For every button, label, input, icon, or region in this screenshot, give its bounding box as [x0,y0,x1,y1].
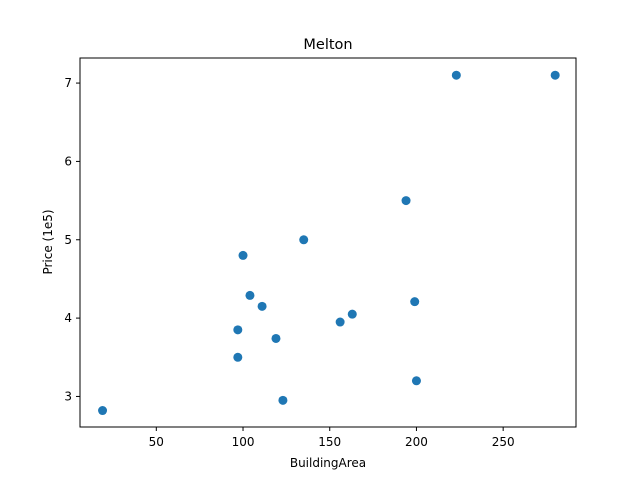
x-tick-label: 200 [405,435,428,449]
y-axis-label: Price (1e5) [41,209,55,274]
data-point [335,317,345,327]
chart-title: Melton [303,37,352,53]
data-point [278,395,288,405]
data-point [401,196,411,206]
data-point [271,333,281,343]
plot-frame [79,57,577,428]
x-tick-label: 50 [149,435,164,449]
data-point [233,325,243,335]
data-point [410,297,420,307]
points-group [98,70,560,416]
y-tick-label: 4 [64,311,72,325]
ticks-group: 50 100 150 200 250 3 4 5 6 7 [64,76,514,449]
data-point [245,290,255,300]
y-tick-label: 3 [64,389,72,403]
x-tick-label: 100 [232,435,255,449]
data-point [257,301,267,311]
data-point [411,376,421,386]
y-tick-label: 6 [64,154,72,168]
data-point [451,70,461,80]
data-point [233,352,243,362]
data-point [550,70,560,80]
y-tick-label: 5 [64,233,72,247]
data-point [299,235,309,245]
data-point [347,309,357,319]
x-axis-label: BuildingArea [290,456,366,470]
data-point [238,250,248,260]
data-point [98,406,108,416]
x-tick-label: 150 [318,435,341,449]
x-tick-label: 250 [492,435,515,449]
y-tick-label: 7 [64,76,72,90]
